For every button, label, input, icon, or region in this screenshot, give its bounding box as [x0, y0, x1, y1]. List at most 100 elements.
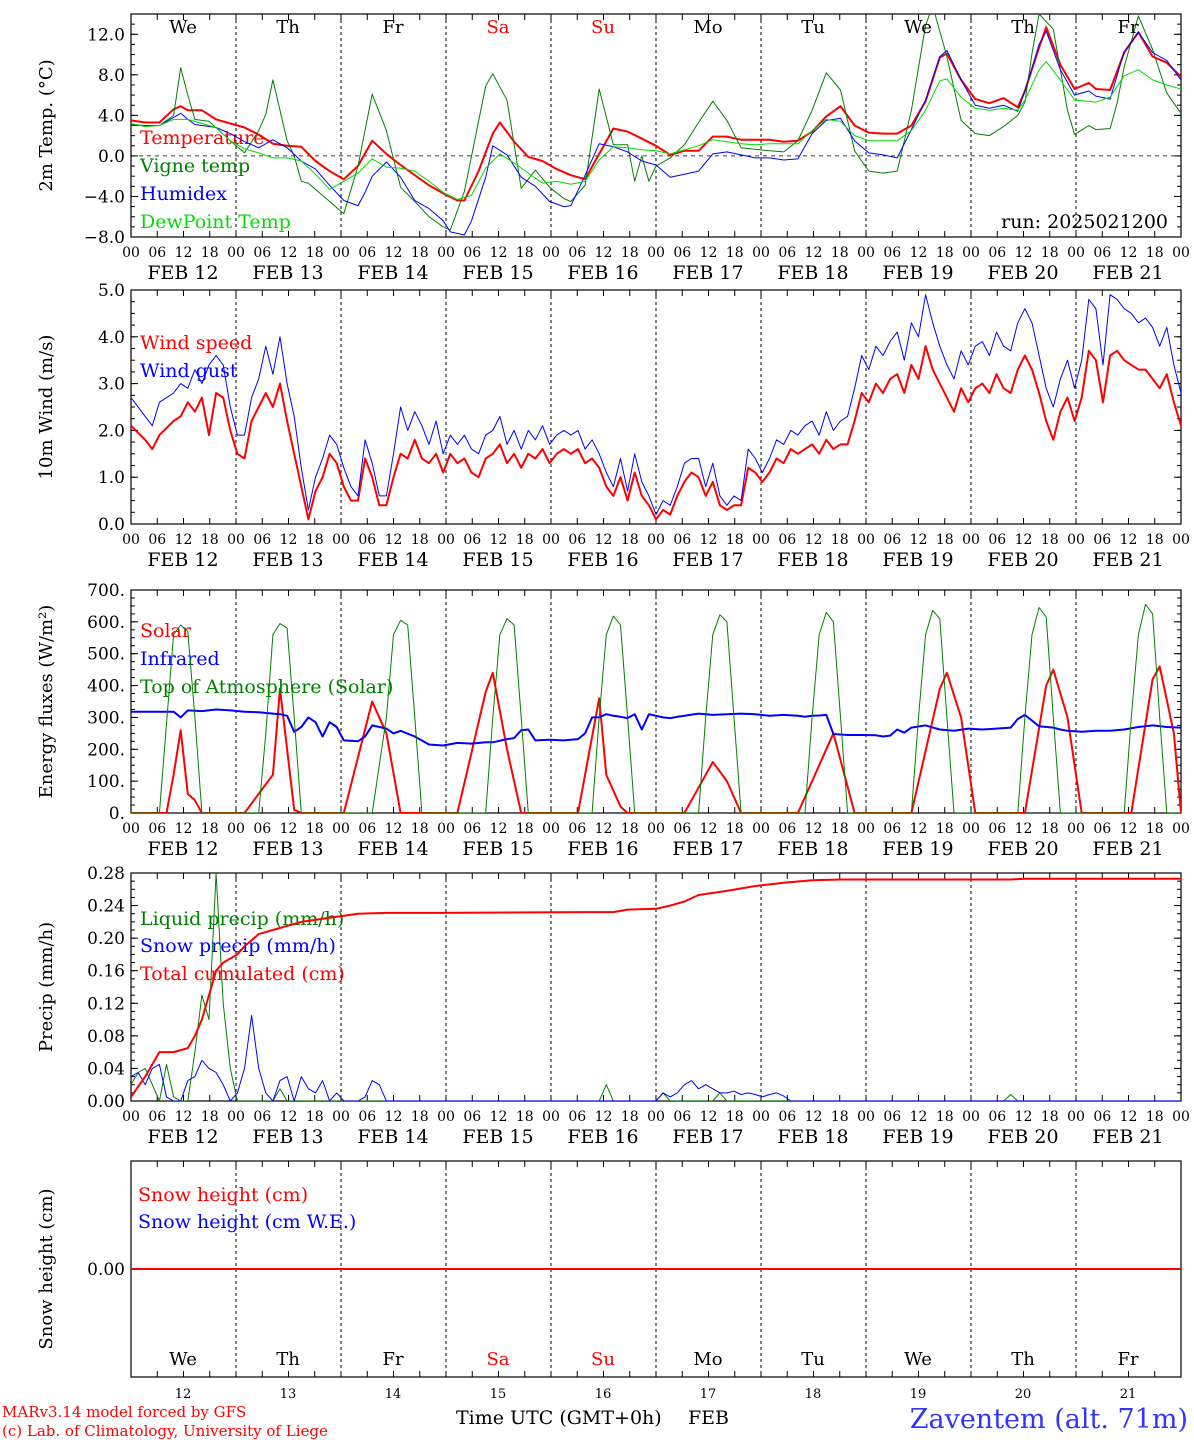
date-label: FEB 19: [882, 262, 953, 284]
hour-tick-label: 18: [1041, 245, 1059, 261]
series-line: [131, 61, 1181, 200]
date-label: FEB 12: [147, 262, 218, 284]
date-label: FEB 16: [567, 1126, 638, 1148]
date-label: FEB 18: [777, 1126, 848, 1148]
day-abbr: Th: [1011, 17, 1035, 38]
hour-tick-label: 06: [148, 532, 166, 548]
date-label: FEB 20: [987, 1126, 1058, 1148]
series-line: [131, 665, 1181, 813]
hour-tick-label: 12: [700, 245, 718, 261]
y-axis-label: 10m Wind (m/s): [36, 335, 57, 480]
hour-tick-label: 06: [778, 821, 796, 837]
hour-tick-label: 00: [1172, 245, 1190, 261]
legend-entry: Temperature: [140, 127, 264, 149]
hour-tick-label: 00: [962, 532, 980, 548]
run-annotation: run: 2025021200: [1001, 211, 1168, 233]
y-tick-label: 300.: [87, 708, 125, 728]
date-label: FEB 12: [147, 838, 218, 860]
legend-entry: Top of Atmosphere (Solar): [140, 676, 393, 698]
hour-tick-label: 00: [752, 821, 770, 837]
y-axis-label: Energy fluxes (W/m²): [36, 605, 57, 799]
hour-tick-label: 18: [1146, 1109, 1164, 1125]
date-label: FEB 18: [777, 549, 848, 571]
legend-entry: Vigne temp: [139, 155, 250, 177]
legend-entry: DewPoint Temp: [140, 211, 291, 233]
y-tick-label: 0.00: [87, 1092, 125, 1112]
day-number: 16: [595, 1387, 612, 1402]
hour-tick-label: 00: [227, 245, 245, 261]
hour-tick-label: 18: [1146, 821, 1164, 837]
hour-tick-label: 18: [936, 1109, 954, 1125]
hour-tick-label: 12: [280, 532, 298, 548]
hour-tick-label: 06: [568, 1109, 586, 1125]
hour-tick-label: 00: [332, 1109, 350, 1125]
hour-tick-label: 00: [752, 532, 770, 548]
y-tick-label: 0.08: [87, 1027, 125, 1047]
hour-tick-label: 18: [621, 1109, 639, 1125]
hour-tick-label: 06: [358, 821, 376, 837]
hour-tick-label: 00: [542, 245, 560, 261]
hour-tick-label: 12: [700, 1109, 718, 1125]
hour-tick-label: 00: [647, 245, 665, 261]
hour-tick-label: 06: [148, 821, 166, 837]
plot-frame: [130, 13, 1182, 238]
hour-tick-label: 18: [936, 245, 954, 261]
hour-tick-label: 00: [752, 1109, 770, 1125]
hour-tick-label: 12: [280, 821, 298, 837]
hour-tick-label: 12: [385, 532, 403, 548]
hour-tick-label: 00: [542, 532, 560, 548]
hour-tick-label: 18: [516, 821, 534, 837]
hour-tick-label: 00: [647, 1109, 665, 1125]
legend-entry: Humidex: [140, 183, 227, 205]
date-label: FEB 17: [672, 1126, 743, 1148]
hour-tick-label: 06: [778, 1109, 796, 1125]
hour-tick-label: 12: [175, 532, 193, 548]
hour-tick-label: 18: [411, 821, 429, 837]
date-label: FEB 13: [252, 1126, 323, 1148]
series-line: [131, 294, 1181, 516]
legend-entry: Wind gust: [140, 360, 238, 382]
hour-tick-label: 06: [568, 532, 586, 548]
hour-tick-label: 18: [621, 821, 639, 837]
date-label: FEB 14: [357, 838, 428, 860]
hour-tick-label: 18: [201, 532, 219, 548]
hour-tick-label: 06: [463, 821, 481, 837]
date-label: FEB 14: [357, 549, 428, 571]
hour-tick-label: 12: [805, 1109, 823, 1125]
date-label: FEB 18: [777, 838, 848, 860]
hour-tick-label: 12: [910, 821, 928, 837]
hour-tick-label: 12: [595, 532, 613, 548]
series-line: [131, 708, 1181, 747]
hour-tick-label: 06: [883, 1109, 901, 1125]
y-tick-label: 0.04: [87, 1059, 125, 1079]
hour-tick-label: 00: [1172, 821, 1190, 837]
legend-entry: Infrared: [140, 648, 220, 670]
hour-tick-label: 18: [1146, 245, 1164, 261]
hour-tick-label: 12: [910, 532, 928, 548]
hour-tick-label: 06: [673, 821, 691, 837]
day-number: 14: [385, 1387, 402, 1402]
hour-tick-label: 12: [280, 1109, 298, 1125]
date-label: FEB 20: [987, 549, 1058, 571]
hour-tick-label: 18: [726, 245, 744, 261]
date-label: FEB 13: [252, 838, 323, 860]
hour-tick-label: 00: [542, 1109, 560, 1125]
hour-tick-label: 06: [1093, 821, 1111, 837]
day-abbr: Th: [276, 17, 300, 38]
hour-tick-label: 06: [358, 1109, 376, 1125]
hour-tick-label: 06: [463, 532, 481, 548]
legend-entry: Snow precip (mm/h): [140, 935, 336, 957]
hour-tick-label: 00: [1172, 1109, 1190, 1125]
hour-tick-label: 00: [1067, 532, 1085, 548]
y-tick-label: 0.24: [87, 897, 125, 917]
hour-tick-label: 00: [122, 1109, 140, 1125]
y-tick-label: 5.0: [98, 281, 125, 301]
hour-tick-label: 06: [463, 245, 481, 261]
hour-tick-label: 18: [1146, 532, 1164, 548]
legend-entry: Snow height (cm): [138, 1184, 308, 1206]
series-line: [131, 26, 1181, 202]
day-number: 18: [805, 1387, 822, 1402]
date-label: FEB 20: [987, 262, 1058, 284]
day-abbr: Fr: [382, 17, 403, 38]
